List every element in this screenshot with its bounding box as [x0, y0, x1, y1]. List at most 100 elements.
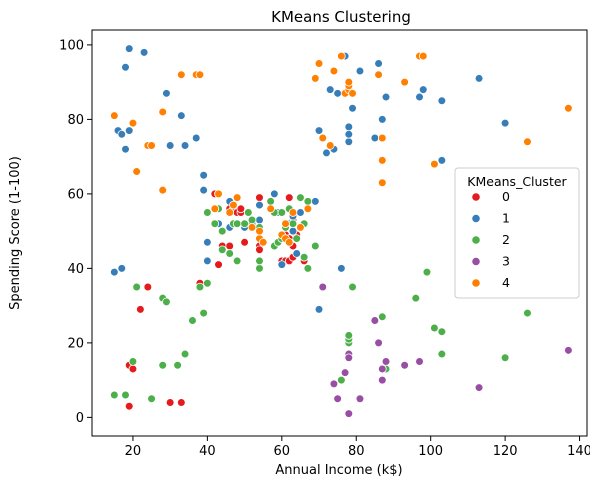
legend: KMeans_Cluster 0 1 2 3 4 — [454, 167, 580, 299]
legend-label: 0 — [502, 189, 510, 204]
data-point-cluster-4 — [378, 133, 387, 143]
data-point-cluster-1 — [292, 249, 301, 258]
data-point-cluster-1 — [381, 92, 391, 102]
data-point-cluster-4 — [418, 51, 428, 61]
data-point-cluster-4 — [523, 137, 532, 147]
legend-marker — [471, 256, 481, 267]
data-point-cluster-1 — [500, 118, 510, 128]
data-point-cluster-4 — [303, 204, 313, 214]
data-point-cluster-2 — [210, 219, 220, 228]
data-point-cluster-4 — [158, 185, 168, 195]
data-point-cluster-3 — [415, 357, 424, 366]
data-point-cluster-0 — [143, 282, 153, 292]
data-point-cluster-3 — [378, 364, 387, 374]
data-point-cluster-2 — [303, 264, 313, 273]
data-point-cluster-0 — [240, 238, 249, 247]
data-point-cluster-3 — [378, 375, 387, 385]
data-point-cluster-4 — [348, 89, 357, 98]
data-point-cluster-2 — [303, 197, 313, 206]
data-point-cluster-4 — [247, 223, 257, 232]
data-point-cluster-4 — [288, 208, 298, 217]
data-point-cluster-4 — [318, 133, 328, 143]
data-point-cluster-4 — [329, 66, 339, 76]
y-tick-label: 0 — [76, 411, 84, 426]
data-point-cluster-3 — [340, 368, 350, 377]
data-point-cluster-4 — [258, 238, 268, 247]
data-point-cluster-2 — [121, 390, 130, 400]
data-point-cluster-4 — [266, 204, 275, 214]
data-point-cluster-4 — [210, 204, 220, 214]
legend-label: 1 — [502, 211, 510, 226]
data-point-cluster-2 — [266, 197, 275, 206]
data-point-cluster-1 — [325, 85, 335, 94]
legend-marker — [471, 278, 481, 288]
data-point-cluster-0 — [255, 245, 264, 255]
data-point-cluster-2 — [344, 331, 354, 340]
y-tick-label: 60 — [67, 187, 84, 202]
data-point-cluster-2 — [255, 264, 264, 273]
data-point-cluster-1 — [139, 48, 149, 57]
x-tick-label: 140 — [567, 444, 590, 459]
data-point-cluster-2 — [199, 308, 208, 318]
data-point-cluster-1 — [121, 144, 130, 154]
data-point-cluster-2 — [195, 282, 205, 292]
data-points — [110, 44, 573, 418]
data-point-cluster-4 — [344, 77, 354, 87]
data-point-cluster-4 — [564, 103, 573, 113]
data-point-cluster-0 — [128, 364, 138, 374]
legend-label: 2 — [502, 232, 510, 247]
data-point-cluster-3 — [474, 383, 484, 392]
data-point-cluster-1 — [474, 74, 484, 83]
legend-label: 3 — [502, 254, 510, 269]
data-point-cluster-3 — [370, 316, 380, 325]
data-point-cluster-2 — [203, 208, 212, 217]
data-point-cluster-1 — [199, 170, 208, 180]
data-point-cluster-1 — [121, 62, 130, 72]
data-point-cluster-1 — [355, 66, 365, 76]
y-axis-label: Spending Score (1-100) — [8, 156, 23, 310]
data-point-cluster-4 — [132, 167, 141, 176]
data-point-cluster-3 — [564, 346, 573, 355]
data-point-cluster-2 — [277, 208, 287, 217]
data-point-cluster-2 — [255, 256, 264, 266]
data-point-cluster-2 — [173, 360, 182, 370]
data-point-cluster-1 — [270, 189, 279, 199]
legend-label: 4 — [502, 275, 510, 290]
data-point-cluster-1 — [165, 141, 175, 150]
data-point-cluster-4 — [374, 70, 383, 79]
legend-marker — [471, 235, 481, 245]
data-point-cluster-1 — [374, 59, 383, 68]
data-point-cluster-2 — [188, 316, 197, 325]
y-tick-label: 100 — [59, 38, 84, 53]
data-point-cluster-1 — [418, 85, 428, 94]
data-point-cluster-3 — [400, 360, 409, 370]
legend-marker — [471, 192, 481, 202]
data-point-cluster-2 — [437, 327, 447, 337]
data-point-cluster-2 — [110, 390, 119, 400]
data-point-cluster-0 — [236, 204, 246, 214]
data-point-cluster-2 — [337, 375, 346, 385]
data-point-cluster-4 — [337, 51, 346, 61]
data-point-cluster-2 — [411, 293, 421, 303]
data-point-cluster-0 — [214, 260, 223, 269]
data-point-cluster-0 — [255, 193, 264, 202]
data-point-cluster-4 — [229, 200, 238, 210]
data-point-cluster-1 — [314, 126, 324, 135]
data-point-cluster-3 — [344, 409, 354, 418]
chart-title: KMeans Clustering — [271, 8, 411, 26]
data-point-cluster-1 — [337, 264, 346, 273]
data-point-cluster-1 — [370, 133, 380, 143]
data-point-cluster-1 — [344, 122, 354, 132]
data-point-cluster-4 — [225, 208, 235, 217]
data-point-cluster-2 — [437, 349, 447, 359]
x-tick-label: 60 — [274, 444, 291, 459]
data-point-cluster-1 — [255, 215, 264, 225]
data-point-cluster-0 — [177, 398, 186, 407]
data-point-cluster-4 — [378, 178, 387, 188]
data-point-cluster-3 — [329, 379, 339, 389]
data-point-cluster-1 — [117, 129, 127, 139]
data-point-cluster-1 — [344, 129, 354, 139]
data-point-cluster-2 — [232, 219, 242, 228]
data-point-cluster-4 — [195, 70, 205, 79]
